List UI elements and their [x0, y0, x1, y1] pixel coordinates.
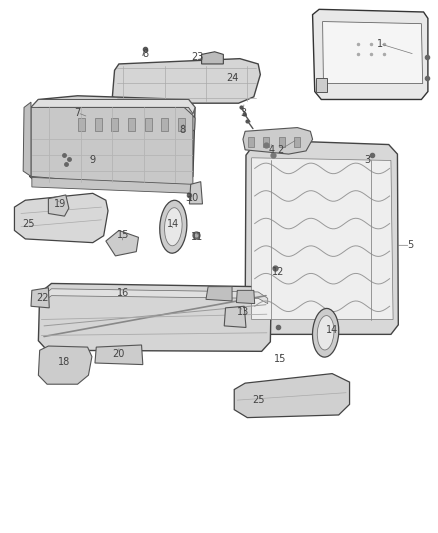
Ellipse shape	[165, 208, 182, 246]
Text: 4: 4	[268, 145, 274, 155]
Polygon shape	[73, 112, 195, 135]
Text: 5: 5	[407, 240, 413, 251]
Polygon shape	[31, 288, 49, 308]
Polygon shape	[39, 346, 92, 384]
Text: 12: 12	[272, 267, 284, 277]
Bar	[294, 136, 300, 147]
Bar	[145, 118, 152, 131]
Text: 25: 25	[252, 395, 265, 405]
Polygon shape	[322, 21, 423, 84]
Text: 15: 15	[274, 354, 286, 364]
Polygon shape	[14, 193, 108, 243]
Polygon shape	[31, 100, 195, 114]
Polygon shape	[234, 374, 350, 418]
Text: 7: 7	[74, 108, 81, 118]
Polygon shape	[316, 78, 327, 92]
Text: 1: 1	[377, 39, 383, 49]
Polygon shape	[189, 182, 202, 204]
Bar	[162, 118, 168, 131]
Polygon shape	[224, 306, 246, 327]
Text: 20: 20	[113, 349, 125, 359]
Text: 2: 2	[277, 145, 283, 155]
Text: 3: 3	[185, 192, 191, 203]
Polygon shape	[243, 127, 313, 154]
Text: 24: 24	[226, 73, 238, 83]
Bar	[279, 136, 285, 147]
Polygon shape	[30, 96, 195, 184]
Bar	[78, 118, 85, 131]
Text: 8: 8	[142, 50, 148, 59]
Text: 14: 14	[167, 219, 180, 229]
Polygon shape	[313, 10, 428, 100]
Text: 3: 3	[240, 108, 246, 118]
Text: 13: 13	[237, 306, 249, 317]
Polygon shape	[201, 52, 223, 64]
Polygon shape	[113, 59, 260, 103]
Polygon shape	[41, 289, 268, 304]
Polygon shape	[39, 284, 271, 351]
Ellipse shape	[160, 200, 187, 253]
Ellipse shape	[312, 309, 339, 357]
Text: 14: 14	[326, 325, 338, 335]
Polygon shape	[106, 230, 138, 256]
Polygon shape	[237, 290, 254, 304]
Text: 3: 3	[364, 156, 370, 165]
Polygon shape	[32, 177, 193, 193]
Polygon shape	[31, 108, 193, 190]
Polygon shape	[245, 140, 398, 334]
Bar	[178, 118, 185, 131]
Polygon shape	[23, 102, 31, 176]
Text: 25: 25	[22, 219, 35, 229]
Polygon shape	[206, 287, 232, 301]
Bar	[95, 118, 102, 131]
Text: 16: 16	[117, 288, 129, 298]
Text: 22: 22	[36, 293, 49, 303]
Bar	[263, 136, 269, 147]
Polygon shape	[95, 345, 143, 365]
Ellipse shape	[317, 316, 334, 350]
Text: 10: 10	[187, 192, 199, 203]
Text: 23: 23	[191, 52, 203, 62]
Text: 9: 9	[90, 156, 96, 165]
Text: 8: 8	[179, 125, 185, 135]
Bar	[128, 118, 135, 131]
Text: 15: 15	[117, 230, 130, 240]
Text: 19: 19	[54, 199, 66, 209]
Bar	[111, 118, 118, 131]
Text: 18: 18	[58, 357, 71, 367]
Polygon shape	[48, 195, 69, 216]
Text: 11: 11	[191, 232, 203, 243]
Bar	[248, 136, 254, 147]
Polygon shape	[252, 158, 393, 319]
